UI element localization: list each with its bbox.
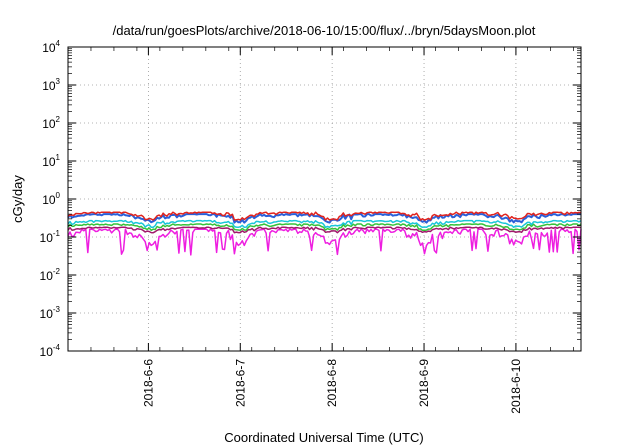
- y-axis: 10-4 10-3 10-2 10-1 100 101 102 103 104: [40, 39, 581, 359]
- series-line: [67, 213, 582, 224]
- x-tick-label: 2018-6-7: [233, 359, 247, 407]
- y-tick-label: 102: [42, 115, 60, 131]
- x-axis: 2018-6-6 2018-6-7 2018-6-8 2018-6-9 2018-6-1…: [67, 47, 574, 414]
- series-line: [67, 226, 582, 234]
- x-axis-label: Coordinated Universal Time (UTC): [224, 430, 423, 445]
- y-tick-label: 103: [42, 77, 60, 93]
- y-tick-label: 10-2: [40, 267, 61, 283]
- series-line: [67, 219, 582, 229]
- y-axis-label: cGy/day: [10, 175, 25, 223]
- y-tick-label: 10-3: [40, 305, 61, 321]
- y-tick-label: 104: [42, 39, 60, 55]
- x-tick-label: 2018-6-9: [417, 359, 431, 407]
- y-tick-label: 101: [42, 153, 60, 169]
- grid-lines: [68, 46, 581, 352]
- x-tick-label: 2018-6-8: [325, 359, 339, 407]
- series-group: [67, 211, 582, 256]
- x-tick-label: 2018-6-6: [141, 359, 155, 407]
- y-tick-label: 10-4: [40, 343, 61, 359]
- series-line: [67, 223, 582, 232]
- y-tick-label: 10-1: [40, 229, 61, 245]
- series-line: [67, 228, 582, 256]
- y-tick-label: 100: [42, 191, 60, 207]
- x-tick-label: 2018-6-10: [509, 359, 523, 414]
- chart-title: /data/run/goesPlots/archive/2018-06-10/1…: [113, 23, 536, 38]
- series-line: [67, 211, 582, 221]
